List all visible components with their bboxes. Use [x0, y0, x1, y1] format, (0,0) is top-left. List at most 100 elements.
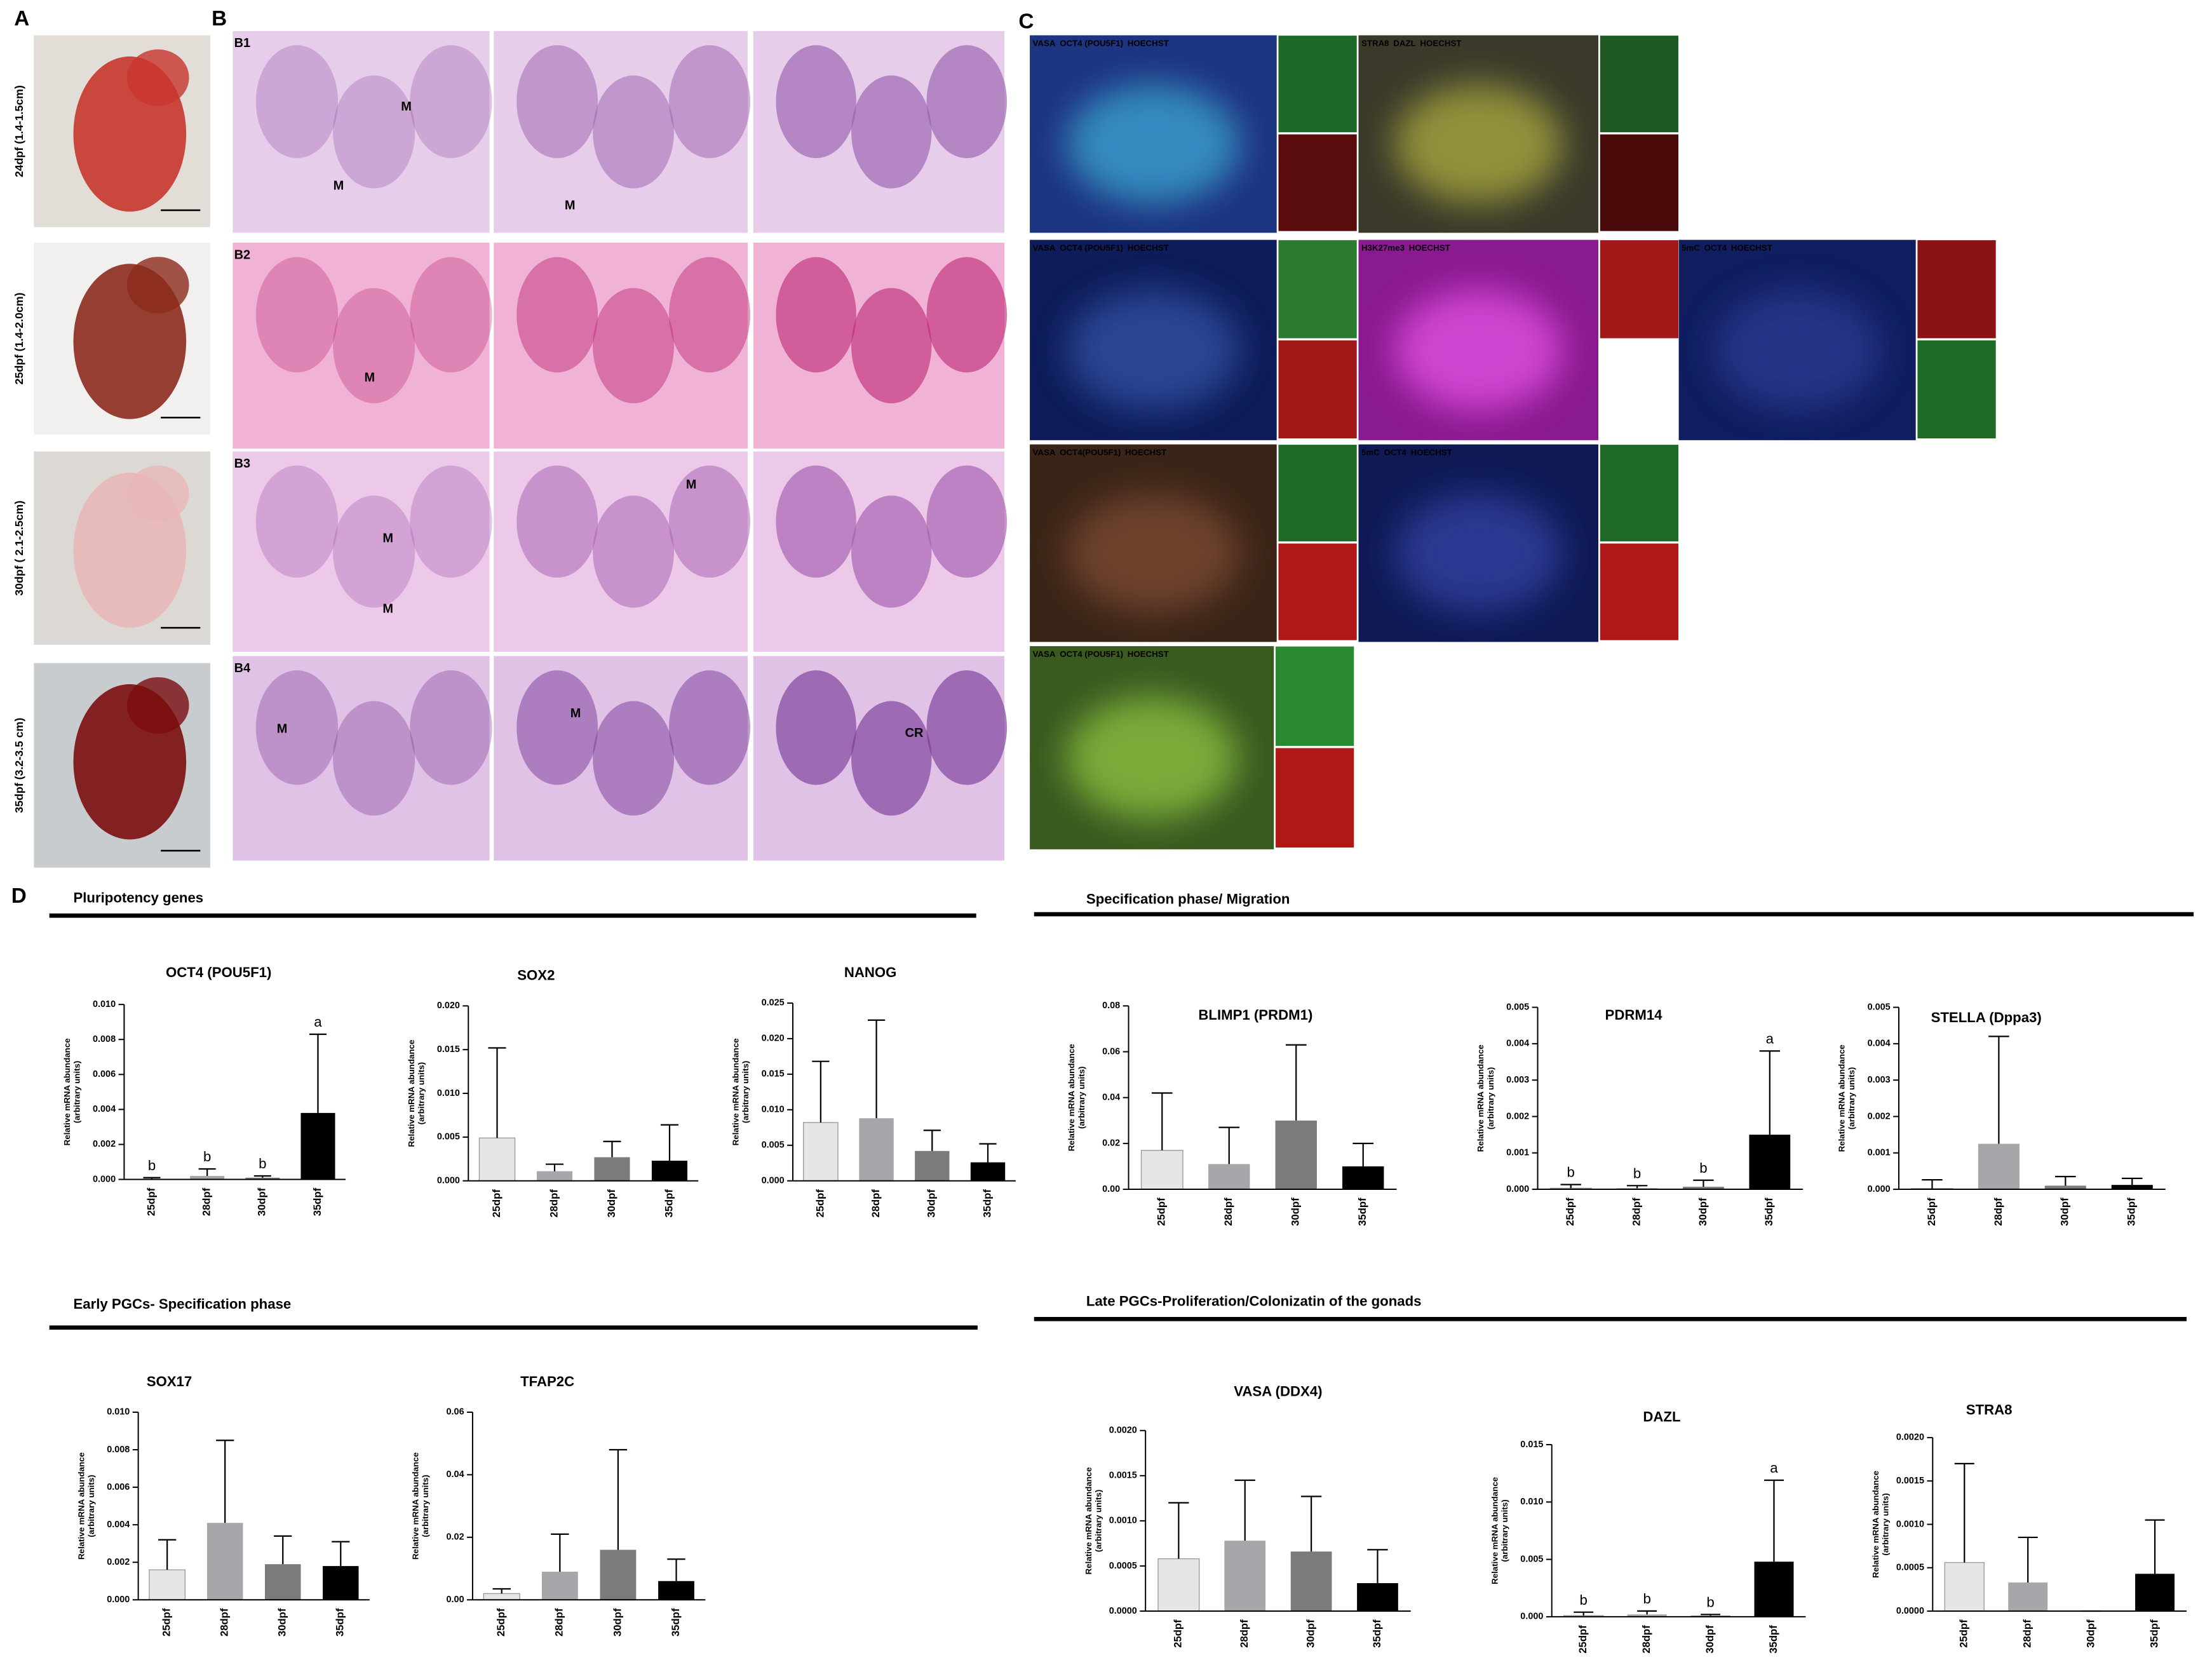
- histology-image: [233, 451, 490, 652]
- channel-label: HOECHST: [1409, 243, 1450, 252]
- y-tick-label: 0.08: [1102, 1001, 1120, 1011]
- error-bar: [1151, 1092, 1173, 1151]
- y-tick-label: 0.003: [1868, 1075, 1891, 1085]
- embryo-head: [126, 465, 189, 522]
- channel-label: VASA: [1033, 38, 1056, 48]
- y-tick-label: 0.0005: [1109, 1561, 1137, 1571]
- bar: [536, 1171, 573, 1181]
- tissue: [776, 257, 856, 373]
- channel-label: HOECHST: [1128, 243, 1169, 252]
- row-label: B3: [234, 457, 251, 471]
- error-bar: [1637, 1610, 1657, 1615]
- y-tick-label: 0.015: [437, 1044, 460, 1055]
- y-tick-label: 0.008: [93, 1034, 116, 1044]
- chart-title: NANOG: [844, 964, 897, 980]
- panel-label: C: [1018, 10, 1034, 33]
- bar: [1275, 1120, 1317, 1190]
- error-bar: [2145, 1519, 2165, 1574]
- row-label: B1: [234, 36, 251, 50]
- section-heading: Pluripotency genes: [73, 889, 203, 905]
- channel-label: 5mC: [1361, 447, 1380, 457]
- signal: [1714, 290, 1880, 410]
- y-tick-label: 0.004: [1506, 1039, 1529, 1049]
- y-tick-label: 0.04: [1102, 1093, 1120, 1103]
- x-tick-label: 25dpf: [145, 1187, 157, 1216]
- y-tick-label: 0.003: [1506, 1075, 1529, 1085]
- bar: [651, 1161, 688, 1181]
- chart-title: PDRM14: [1605, 1007, 1663, 1023]
- error-bar: [253, 1175, 271, 1178]
- significance-letter: b: [203, 1149, 211, 1164]
- significance-letter: b: [1643, 1591, 1650, 1607]
- y-tick-label: 0.002: [93, 1139, 116, 1149]
- channel-inset: [1278, 339, 1358, 440]
- y-axis-label: Relative mRNA abundance: [1837, 1044, 1847, 1152]
- y-tick-label: 0.002: [107, 1557, 130, 1567]
- tissue: [255, 465, 339, 578]
- panel-label: B: [212, 7, 227, 30]
- channel-inset: [1599, 443, 1680, 543]
- embryo-head: [126, 49, 189, 106]
- tissue: [851, 496, 932, 608]
- y-tick-label: 0.025: [762, 998, 785, 1008]
- y-axis-label: Relative mRNA abundance: [1067, 1044, 1076, 1151]
- significance-letter: b: [148, 1157, 156, 1173]
- tissue: [516, 45, 598, 158]
- row-label: B2: [234, 248, 251, 262]
- bar: [600, 1549, 637, 1600]
- error-bar: [1693, 1179, 1714, 1187]
- y-tick-label: 0.010: [1520, 1497, 1543, 1507]
- embryo-head: [126, 677, 189, 734]
- bar: [1224, 1541, 1266, 1612]
- channel-inset: [1278, 34, 1358, 133]
- error-bar: [1168, 1502, 1189, 1559]
- y-tick-label: 0.002: [1506, 1111, 1529, 1121]
- tissue: [926, 45, 1008, 158]
- x-tick-label: 28dpf: [548, 1189, 560, 1218]
- tissue: [333, 701, 415, 816]
- tissue: [333, 288, 415, 403]
- tissue: [776, 670, 856, 785]
- error-bar: [274, 1535, 292, 1565]
- y-tick-label: 0.004: [93, 1104, 116, 1114]
- y-tick-label: 0.000: [437, 1176, 460, 1186]
- y-axis-label: (arbitrary units): [72, 1061, 82, 1123]
- x-tick-label: 28dpf: [2021, 1619, 2033, 1648]
- x-tick-label: 30dpf: [2059, 1198, 2071, 1226]
- tissue: [593, 496, 675, 608]
- y-tick-label: 0.001: [1868, 1148, 1891, 1158]
- y-tick-label: 0.010: [107, 1407, 130, 1417]
- channel-label: OCT4 (POU5F1): [1060, 38, 1123, 48]
- y-axis-label: Relative mRNA abundance: [411, 1452, 421, 1560]
- chart-title: SOX2: [517, 968, 555, 983]
- y-tick-label: 0.0020: [1896, 1433, 1924, 1443]
- tissue: [851, 288, 932, 403]
- panel-label: A: [14, 7, 29, 30]
- x-tick-label: 30dpf: [276, 1608, 288, 1637]
- channel-label: HOECHST: [1128, 649, 1169, 659]
- y-tick-label: 0.005: [1506, 1002, 1529, 1012]
- channel-label: DAZL: [1393, 38, 1415, 48]
- error-bar: [2121, 1177, 2143, 1185]
- annotation: M: [277, 722, 288, 736]
- x-tick-label: 25dpf: [1172, 1619, 1184, 1648]
- tissue: [669, 465, 750, 578]
- signal: [1066, 697, 1238, 819]
- y-tick-label: 0.0010: [1896, 1519, 1924, 1529]
- tissue: [851, 701, 932, 816]
- channel-label: OCT4 (POU5F1): [1060, 243, 1123, 252]
- x-tick-label: 35dpf: [1371, 1619, 1383, 1648]
- error-bar: [1701, 1614, 1721, 1616]
- channel-inset: [1278, 443, 1358, 543]
- panel-label: D: [11, 884, 27, 908]
- y-tick-label: 0.000: [762, 1176, 785, 1186]
- signal: [1394, 494, 1563, 612]
- x-tick-label: 35dpf: [1763, 1198, 1775, 1226]
- tissue: [669, 257, 750, 373]
- annotation: M: [570, 706, 581, 720]
- x-tick-label: 35dpf: [663, 1189, 675, 1218]
- x-tick-label: 28dpf: [553, 1608, 565, 1637]
- x-tick-label: 30dpf: [1697, 1198, 1709, 1226]
